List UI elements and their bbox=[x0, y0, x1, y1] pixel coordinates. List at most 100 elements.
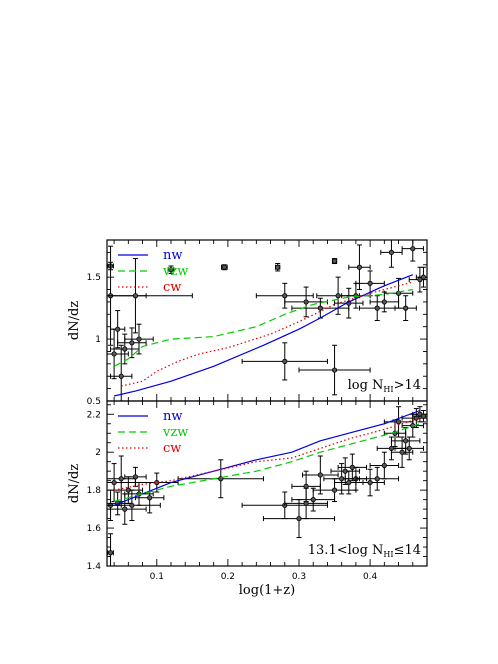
data-marker bbox=[132, 293, 139, 299]
y-tick-label: 2 bbox=[95, 448, 101, 458]
data-marker bbox=[381, 462, 387, 469]
data-point bbox=[415, 266, 427, 288]
data-marker bbox=[403, 305, 409, 311]
data-point bbox=[291, 297, 350, 319]
y-tick-label: 0.5 bbox=[87, 397, 101, 407]
data-marker bbox=[339, 476, 345, 482]
data-point bbox=[390, 436, 414, 468]
legend-label-cw: cw bbox=[163, 280, 181, 295]
y-tick-label: 1.4 bbox=[87, 562, 102, 572]
data-point bbox=[110, 344, 133, 401]
data-marker bbox=[282, 293, 288, 299]
data-marker bbox=[367, 479, 373, 486]
series-line-cw bbox=[121, 281, 413, 387]
x-axis-label: log(1+z) bbox=[239, 583, 295, 598]
data-point bbox=[117, 327, 147, 359]
data-marker bbox=[420, 413, 427, 419]
data-point bbox=[124, 323, 154, 355]
data-marker bbox=[111, 351, 117, 357]
data-marker bbox=[296, 515, 302, 522]
data-point bbox=[107, 489, 161, 521]
series-line-vzw bbox=[113, 288, 413, 367]
data-marker bbox=[388, 249, 395, 255]
series-line-vzw bbox=[113, 423, 421, 503]
data-point bbox=[167, 265, 175, 274]
x-tick-label: 0.1 bbox=[150, 572, 164, 582]
data-marker bbox=[275, 264, 281, 270]
data-marker bbox=[406, 445, 412, 452]
plot-area bbox=[107, 406, 427, 566]
legend-label-vzw: vzw bbox=[162, 425, 188, 440]
data-point bbox=[302, 455, 339, 495]
x-tick-label: 0.4 bbox=[363, 572, 378, 582]
data-marker bbox=[420, 274, 427, 280]
data-point bbox=[401, 240, 424, 262]
data-marker bbox=[410, 246, 416, 252]
y-tick-label: 2.2 bbox=[87, 410, 101, 420]
data-marker bbox=[122, 346, 128, 352]
data-marker bbox=[335, 293, 341, 299]
data-point bbox=[408, 266, 427, 293]
series-line-cw bbox=[113, 417, 421, 491]
data-marker bbox=[403, 438, 409, 444]
data-marker bbox=[317, 305, 323, 311]
data-point bbox=[262, 499, 336, 539]
data-marker bbox=[129, 340, 135, 346]
data-marker bbox=[282, 358, 288, 364]
data-marker bbox=[303, 500, 309, 507]
panel-annotation: log NHI>14 bbox=[348, 378, 421, 394]
data-marker bbox=[115, 326, 121, 332]
data-marker bbox=[356, 264, 363, 270]
data-point bbox=[177, 459, 264, 499]
y-tick-label: 1 bbox=[95, 335, 101, 345]
data-point bbox=[331, 258, 338, 265]
data-marker bbox=[317, 472, 323, 478]
data-marker bbox=[118, 476, 124, 482]
data-point bbox=[390, 427, 421, 455]
data-point bbox=[107, 328, 129, 380]
bottom-panel: 1.4 1.6 1.8 2 2.2 0.1 0.2 0.3 0.4 dN/dz log(1+z) nw… bbox=[67, 400, 428, 598]
data-marker bbox=[147, 495, 153, 501]
data-marker bbox=[374, 305, 380, 311]
data-marker bbox=[331, 258, 338, 264]
y-tick-label: 1.6 bbox=[87, 524, 102, 534]
data-marker bbox=[381, 299, 387, 305]
data-marker bbox=[168, 267, 174, 273]
y-axis-label: dN/dz bbox=[67, 464, 82, 503]
data-marker bbox=[310, 497, 316, 503]
legend-label-vzw: vzw bbox=[162, 264, 188, 279]
data-point bbox=[369, 451, 400, 480]
data-point bbox=[220, 264, 228, 271]
y-tick-label: 1.8 bbox=[87, 486, 102, 496]
panel-annotation: 13.1<log NHI≤14 bbox=[308, 543, 421, 559]
data-marker bbox=[122, 506, 128, 512]
data-point bbox=[355, 468, 385, 497]
data-point bbox=[394, 295, 417, 321]
data-point bbox=[337, 453, 368, 482]
data-marker bbox=[331, 367, 338, 373]
data-marker bbox=[136, 336, 142, 342]
data-marker bbox=[132, 474, 139, 480]
legend-label-nw: nw bbox=[163, 248, 183, 263]
data-marker bbox=[374, 476, 380, 482]
series-line-nw bbox=[113, 409, 421, 506]
data-point bbox=[284, 487, 328, 520]
data-marker bbox=[399, 449, 405, 455]
plot-frame bbox=[106, 400, 428, 567]
data-point bbox=[412, 409, 427, 423]
data-marker bbox=[303, 299, 309, 305]
data-point bbox=[275, 263, 281, 272]
data-point bbox=[241, 342, 328, 381]
data-point bbox=[348, 244, 371, 291]
plot-area bbox=[107, 240, 427, 401]
data-marker bbox=[331, 487, 338, 493]
data-marker bbox=[118, 373, 124, 379]
data-marker bbox=[111, 479, 117, 486]
data-point bbox=[107, 533, 114, 566]
data-point bbox=[334, 287, 364, 319]
y-tick-label: 1.5 bbox=[87, 273, 101, 283]
data-marker bbox=[129, 502, 135, 508]
data-marker bbox=[346, 479, 352, 486]
